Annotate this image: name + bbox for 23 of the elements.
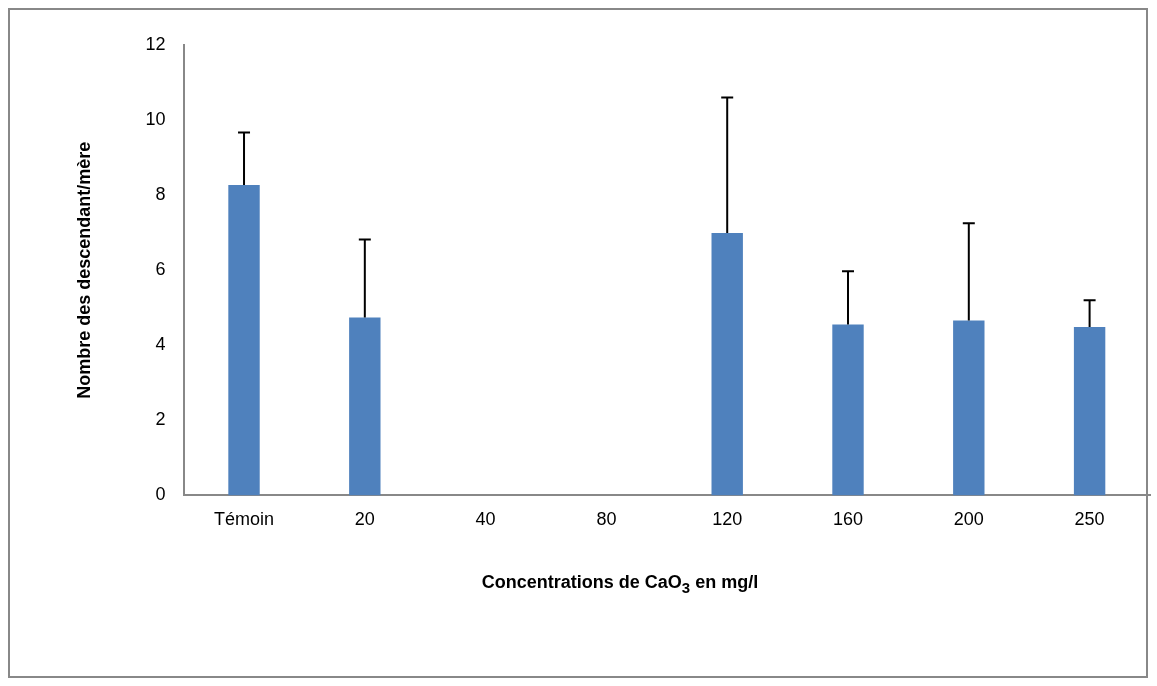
bar xyxy=(1073,326,1106,496)
y-tick-label: 12 xyxy=(145,33,166,54)
y-tick-label: 4 xyxy=(155,334,166,355)
y-tick-label: 10 xyxy=(145,109,166,130)
y-tick-label: 0 xyxy=(155,484,166,505)
x-tick-label: 250 xyxy=(1074,509,1105,530)
x-axis-title: Concentrations de CaO$_{3}$ en mg/l xyxy=(480,572,760,596)
y-axis-title: Nombre des descendant/mère xyxy=(73,141,94,399)
x-tick-label: 120 xyxy=(712,509,743,530)
bar xyxy=(711,233,743,496)
bar xyxy=(349,317,381,496)
x-tick-label: 160 xyxy=(832,509,864,530)
bar xyxy=(953,320,985,496)
y-tick-label: 6 xyxy=(155,259,166,280)
y-tick-label: 2 xyxy=(155,409,166,430)
x-tick-label: 200 xyxy=(953,509,984,530)
bar xyxy=(832,324,864,496)
x-tick-label: Témoin xyxy=(214,509,275,530)
x-tick-label: 80 xyxy=(596,509,617,530)
x-tick-label: 20 xyxy=(354,509,375,530)
bar xyxy=(228,185,260,496)
x-tick-label: 40 xyxy=(475,509,496,530)
y-tick-label: 8 xyxy=(155,184,166,205)
